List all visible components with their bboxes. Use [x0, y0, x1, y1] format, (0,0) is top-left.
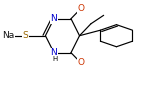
Text: N: N [51, 48, 57, 57]
Text: S: S [23, 31, 28, 40]
Text: O: O [77, 58, 84, 67]
Text: N: N [51, 14, 57, 23]
Text: Na: Na [2, 31, 15, 40]
Text: O: O [77, 4, 84, 13]
Text: H: H [52, 56, 57, 62]
